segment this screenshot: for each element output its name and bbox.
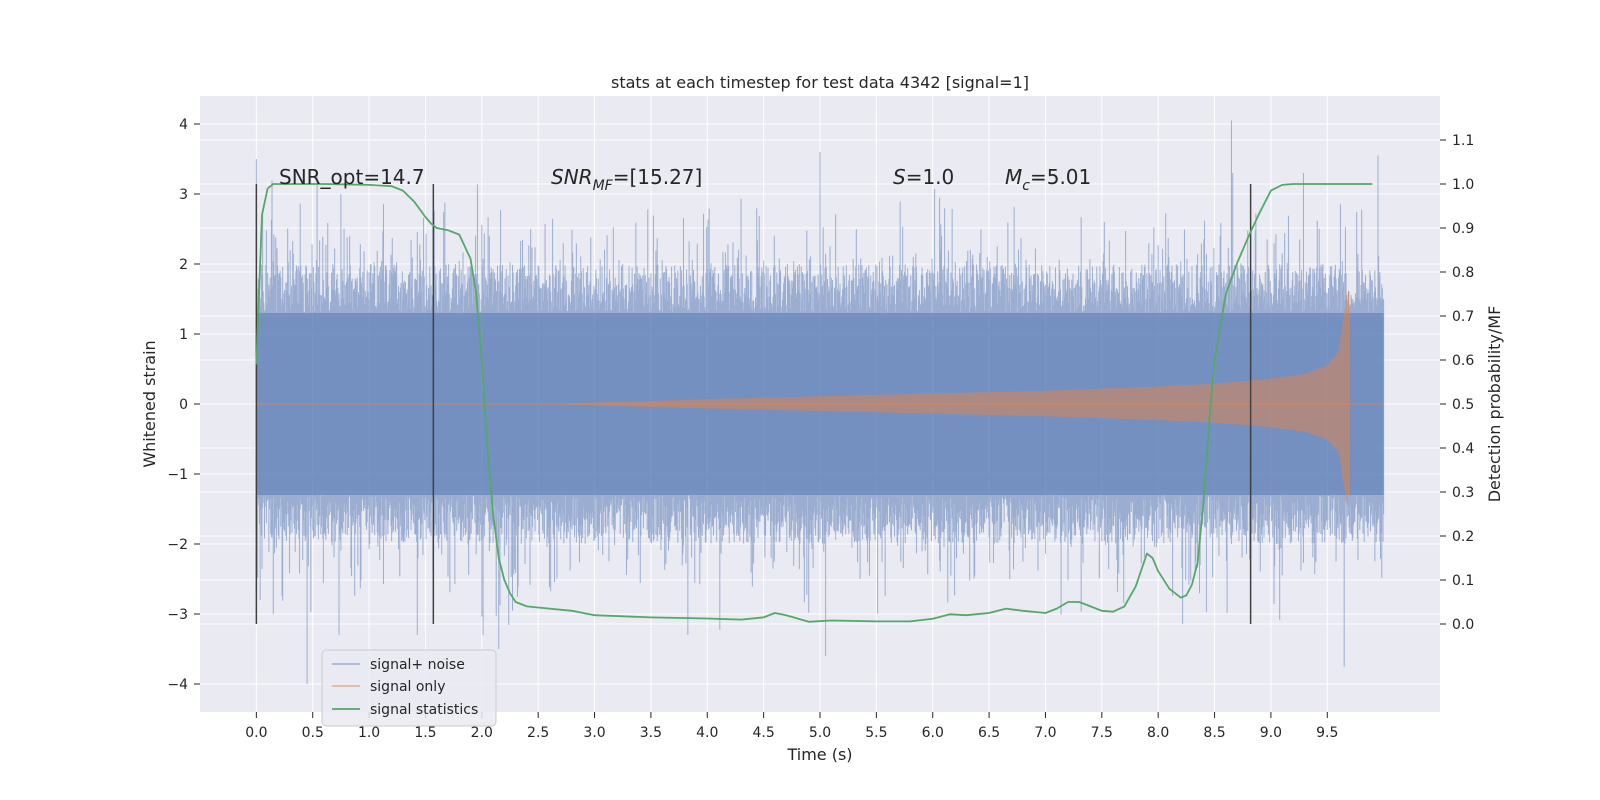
y-axis-label-right: Detection probability/MF — [1485, 306, 1504, 503]
x-tick-label: 5.5 — [865, 725, 887, 741]
y-ticks-left: −4 −3 −2 −1 0 1 2 3 4 — [167, 117, 200, 693]
y-tick-label: 4 — [179, 117, 188, 133]
series-signal-only — [256, 292, 1384, 508]
x-tick-label: 7.0 — [1034, 725, 1056, 741]
x-tick-label: 8.5 — [1203, 725, 1225, 741]
x-tick-label: 7.5 — [1091, 725, 1113, 741]
statistics-line — [255, 183, 1373, 623]
y-right-tick-label: 1.1 — [1452, 133, 1474, 149]
y-right-tick-label: 0.9 — [1452, 221, 1474, 237]
y-right-tick-label: 0.2 — [1452, 529, 1474, 545]
y-right-tick-label: 1.0 — [1452, 177, 1474, 193]
y-tick-label: −4 — [167, 677, 188, 693]
y-tick-label: −1 — [167, 467, 188, 483]
annotation-s: S=1.0 — [893, 165, 954, 189]
y-right-tick-label: 0.7 — [1452, 309, 1474, 325]
x-tick-label: 9.0 — [1260, 725, 1282, 741]
y-tick-label: 1 — [179, 327, 188, 343]
annotation-snr-mf: SNRMF=[15.27] — [551, 165, 702, 194]
y-tick-label: 0 — [179, 397, 188, 413]
y-axis-label: Whitened strain — [140, 340, 159, 467]
x-tick-label: 8.0 — [1147, 725, 1169, 741]
legend-label-signal-noise: signal+ noise — [370, 657, 465, 673]
y-tick-label: 2 — [179, 257, 188, 273]
y-right-tick-label: 0.8 — [1452, 265, 1474, 281]
y-right-tick-label: 0.5 — [1452, 397, 1474, 413]
y-right-tick-label: 0.0 — [1452, 617, 1474, 633]
x-tick-label: 1.0 — [358, 725, 380, 741]
x-tick-label: 2.5 — [527, 725, 549, 741]
y-right-tick-label: 0.1 — [1452, 573, 1474, 589]
y-right-tick-label: 0.3 — [1452, 485, 1474, 501]
y-right-tick-label: 0.4 — [1452, 441, 1474, 457]
legend-box — [321, 649, 497, 727]
x-tick-label: 5.0 — [809, 725, 831, 741]
vertical-markers — [255, 184, 1252, 624]
chart-title: stats at each timestep for test data 434… — [611, 73, 1029, 92]
x-tick-label: 3.5 — [640, 725, 662, 741]
x-tick-label: 3.0 — [583, 725, 605, 741]
x-tick-label: 4.5 — [753, 725, 775, 741]
y-tick-label: 3 — [179, 187, 188, 203]
y-ticks-right: 0.0 0.1 0.2 0.3 0.4 0.5 0.6 0.7 0.8 0.9 1.0 1.1 — [1440, 133, 1474, 633]
series-signal-statistics — [255, 183, 1373, 623]
x-tick-label: 1.5 — [414, 725, 436, 741]
x-tick-label: 6.5 — [978, 725, 1000, 741]
annotation-snr-opt: SNR_opt=14.7 — [279, 165, 425, 189]
y-tick-label: −2 — [167, 537, 188, 553]
y-tick-label: −3 — [167, 607, 188, 623]
x-tick-label: 0.0 — [245, 725, 267, 741]
y-right-tick-label: 0.6 — [1452, 353, 1474, 369]
legend: signal+ noise signal only signal statist… — [321, 649, 497, 727]
x-tick-label: 0.5 — [302, 725, 324, 741]
x-tick-label: 6.0 — [922, 725, 944, 741]
x-tick-label: 4.0 — [696, 725, 718, 741]
x-axis-label: Time (s) — [786, 745, 852, 764]
legend-label-signal-statistics: signal statistics — [370, 702, 478, 718]
annotation-mc: Mc=5.01 — [1005, 165, 1091, 194]
x-ticks: 0.0 0.5 1.0 1.5 2.0 2.5 3.0 3.5 4.0 4.5 5.0 5.5 6.0 6… — [245, 712, 1338, 741]
x-tick-label: 9.5 — [1316, 725, 1338, 741]
legend-label-signal-only: signal only — [370, 679, 445, 695]
chirp-envelope — [538, 292, 1348, 508]
x-tick-label: 2.0 — [471, 725, 493, 741]
